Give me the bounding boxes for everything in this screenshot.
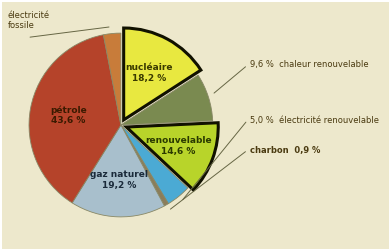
- Wedge shape: [124, 28, 201, 120]
- Text: gaz naturel
19,2 %: gaz naturel 19,2 %: [90, 170, 148, 190]
- Text: 5,0 %  électricité renouvelable: 5,0 % électricité renouvelable: [250, 116, 379, 124]
- Text: nucléaire
18,2 %: nucléaire 18,2 %: [126, 64, 173, 83]
- Wedge shape: [72, 125, 165, 217]
- Wedge shape: [121, 125, 168, 206]
- Wedge shape: [126, 123, 218, 190]
- Text: 9,6 %  chaleur renouvelable: 9,6 % chaleur renouvelable: [250, 60, 368, 70]
- Text: charbon  0,9 %: charbon 0,9 %: [250, 146, 320, 154]
- Text: renouvelable
14,6 %: renouvelable 14,6 %: [145, 136, 211, 156]
- Wedge shape: [103, 33, 121, 125]
- Wedge shape: [121, 75, 213, 125]
- Text: électricité
fossile: électricité fossile: [8, 10, 50, 30]
- Wedge shape: [121, 125, 188, 204]
- Text: pétrole
43,6 %: pétrole 43,6 %: [50, 105, 87, 125]
- Wedge shape: [29, 35, 121, 203]
